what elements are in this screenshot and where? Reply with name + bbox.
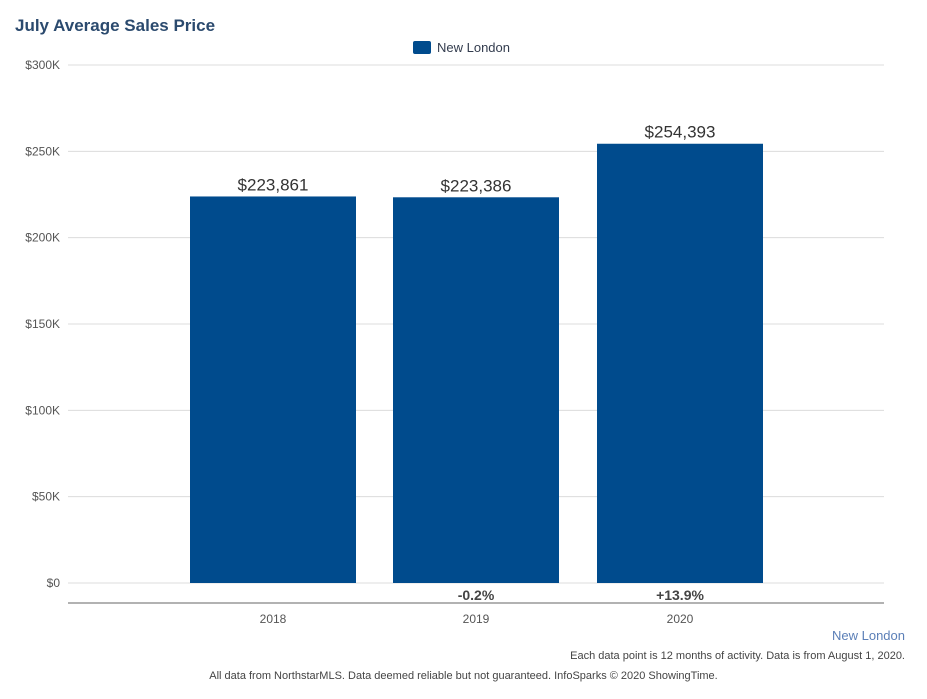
legend[interactable]: New London: [413, 40, 510, 55]
x-tick-label: 2020: [667, 612, 694, 626]
x-tick-label: 2018: [260, 612, 287, 626]
data-label: $254,393: [645, 123, 716, 142]
y-tick-label: $250K: [25, 144, 60, 158]
chart-title: July Average Sales Price: [15, 16, 216, 35]
change-label: +13.9%: [656, 587, 704, 603]
y-tick-label: $0: [47, 576, 61, 590]
bar: [190, 196, 356, 583]
bar: [597, 143, 763, 583]
change-label: -0.2%: [458, 587, 495, 603]
footer-disclaimer: All data from NorthstarMLS. Data deemed …: [209, 670, 718, 682]
y-tick-label: $200K: [25, 231, 60, 245]
data-note: Each data point is 12 months of activity…: [570, 650, 905, 662]
data-label: $223,386: [441, 176, 512, 195]
bar: [393, 197, 559, 583]
region-link[interactable]: New London: [832, 628, 905, 643]
legend-label: New London: [437, 40, 510, 55]
y-tick-label: $300K: [25, 58, 60, 72]
y-tick-label: $150K: [25, 317, 60, 331]
legend-swatch: [413, 41, 431, 54]
x-tick-label: 2019: [463, 612, 490, 626]
data-label: $223,861: [238, 175, 309, 194]
y-tick-label: $100K: [25, 403, 60, 417]
y-tick-label: $50K: [32, 490, 60, 504]
